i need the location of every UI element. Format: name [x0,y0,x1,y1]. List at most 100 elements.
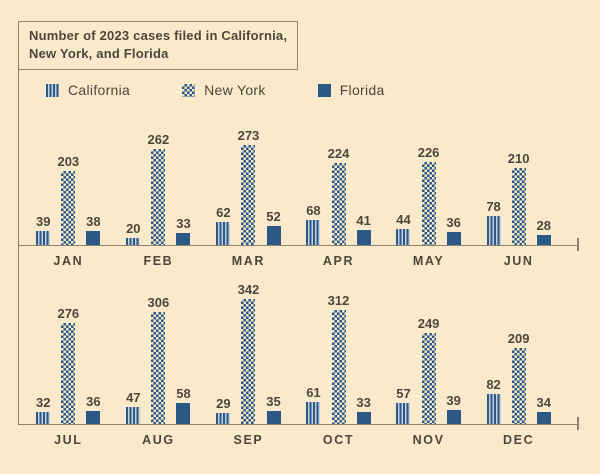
bar-wrap-california-dec: 82 [486,378,501,424]
bar-value-label-florida-mar: 52 [266,209,281,224]
bar-value-label-california-nov: 57 [396,386,411,401]
month-group-dec: 82 209 34 DEC [486,332,551,447]
x-axis-label-feb: FEB [143,254,174,268]
axis-end-tick-row-2 [577,417,579,430]
bar-new-york-jul [61,323,76,424]
month-group-mar: 62 273 52 MAR [216,128,281,268]
bar-new-york-dec [511,348,526,424]
bar-wrap-florida-mar: 52 [266,209,281,245]
bar-california-may [396,229,411,245]
bar-new-york-may [421,162,436,245]
x-axis-label-jan: JAN [53,254,84,268]
bar-florida-may [446,232,461,245]
bar-wrap-florida-may: 36 [446,215,461,245]
bar-wrap-new-york-feb: 262 [147,132,170,245]
bar-value-label-new-york-jan: 203 [57,154,80,169]
bar-florida-nov [446,410,461,424]
bar-value-label-new-york-nov: 249 [417,316,440,331]
bar-wrap-california-may: 44 [396,212,411,245]
bar-california-apr [306,220,321,245]
bar-wrap-california-nov: 57 [396,386,411,424]
month-group-may: 44 226 36 MAY [396,145,461,268]
bar-value-label-florida-jan: 38 [86,214,101,229]
bar-california-aug [126,407,141,424]
bar-wrap-new-york-nov: 249 [417,316,440,424]
bar-value-label-new-york-aug: 306 [147,295,170,310]
month-group-oct: 61 312 33 OCT [306,293,371,447]
bar-value-label-florida-aug: 58 [176,386,191,401]
bar-wrap-new-york-apr: 224 [327,146,350,245]
bar-value-label-california-apr: 68 [306,203,321,218]
legend-label-california: California [68,82,131,98]
bar-california-nov [396,403,411,424]
chart-title-line-1: Number of 2023 cases filed in California… [29,28,288,43]
bar-value-label-new-york-oct: 312 [327,293,350,308]
bar-value-label-new-york-may: 226 [417,145,440,160]
bar-value-label-california-oct: 61 [306,385,321,400]
bar-wrap-california-aug: 47 [126,390,141,424]
bar-florida-jun [536,235,551,245]
bar-wrap-california-oct: 61 [306,385,321,424]
bar-california-sep [216,413,231,424]
bar-wrap-california-jun: 78 [486,199,501,245]
bar-wrap-california-sep: 29 [216,397,231,424]
bar-wrap-new-york-jul: 276 [57,307,79,424]
legend-item-florida: Florida [317,82,385,98]
bar-wrap-florida-dec: 34 [536,396,551,424]
bar-wrap-new-york-may: 226 [417,145,440,245]
bar-value-label-florida-oct: 33 [356,395,371,410]
bar-value-label-florida-may: 36 [446,215,461,230]
bar-california-dec [486,394,501,424]
plot-row-1: 39 203 38 JAN 20 262 33 FEB 62 273 52 MAR 68 224 41 APR… [19,116,579,268]
bar-florida-sep [266,411,281,424]
bar-wrap-florida-jul: 36 [86,394,101,424]
bar-value-label-florida-jul: 36 [86,394,101,409]
bar-florida-apr [356,230,371,245]
bar-wrap-new-york-oct: 312 [327,293,350,424]
bar-california-mar [216,222,231,245]
bar-florida-jan [86,231,101,245]
month-group-jun: 78 210 28 JUN [486,151,551,268]
bar-wrap-new-york-mar: 273 [237,128,260,245]
chart-frame: California New York Florida 39 203 38 JAN 20 26… [18,68,579,447]
bar-wrap-florida-nov: 39 [446,394,461,424]
x-axis-label-aug: AUG [142,433,175,447]
bar-value-label-new-york-apr: 224 [327,146,350,161]
bar-florida-dec [536,412,551,424]
bar-california-jul [36,412,51,424]
x-axis-label-may: MAY [412,254,445,268]
bar-florida-mar [266,226,281,245]
bar-florida-oct [356,412,371,424]
bar-wrap-new-york-aug: 306 [147,295,170,424]
bar-value-label-new-york-sep: 342 [237,282,260,297]
bar-value-label-florida-jun: 28 [536,218,551,233]
bar-new-york-aug [151,312,166,424]
bar-value-label-new-york-feb: 262 [147,132,170,147]
chart-title-box: Number of 2023 cases filed in California… [18,21,299,70]
month-group-nov: 57 249 39 NOV [396,316,461,447]
bar-value-label-new-york-jul: 276 [57,306,80,321]
bar-value-label-california-jan: 39 [36,214,51,229]
x-axis-label-dec: DEC [503,433,535,447]
month-group-feb: 20 262 33 FEB [126,132,191,268]
bar-wrap-california-jan: 39 [36,215,50,245]
bar-wrap-california-apr: 68 [306,203,321,245]
bar-california-oct [306,402,321,424]
bar-new-york-feb [151,149,166,245]
bar-value-label-new-york-jun: 210 [507,151,530,166]
bar-wrap-florida-jun: 28 [536,218,551,245]
bar-wrap-florida-apr: 41 [356,214,371,245]
bar-value-label-california-jun: 78 [486,199,501,214]
bar-value-label-new-york-mar: 273 [237,128,260,143]
bar-value-label-california-aug: 47 [126,390,141,405]
legend-item-california: California [46,82,130,98]
bar-value-label-california-mar: 62 [216,205,231,220]
bar-wrap-new-york-dec: 209 [508,332,529,424]
month-group-jul: 32 276 36 JUL [36,307,101,447]
bar-new-york-nov [421,333,436,424]
bar-new-york-apr [331,163,346,245]
x-axis-label-nov: NOV [412,433,445,447]
bar-value-label-california-may: 44 [396,212,411,227]
axis-end-tick-row-1 [577,238,579,251]
